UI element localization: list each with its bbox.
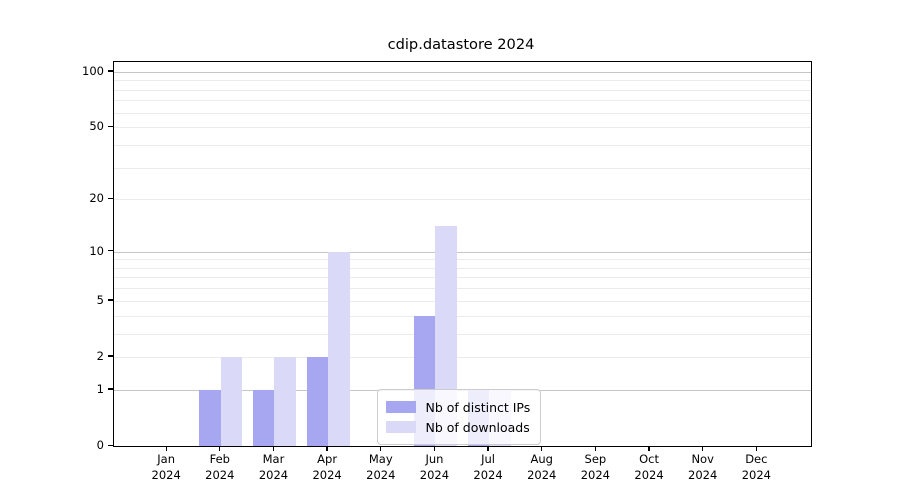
x-tick-label-apr: Apr 2024: [312, 452, 342, 482]
y-tick-mark-10: [108, 250, 113, 252]
gridline-minor: [113, 127, 811, 129]
gridline-minor: [113, 277, 811, 279]
gridline-minor: [113, 356, 811, 358]
gridline-minor: [113, 144, 811, 146]
plot-area: Nb of distinct IPs Nb of downloads: [112, 61, 812, 447]
y-tick-mark-1: [108, 388, 113, 390]
gridline-minor: [113, 259, 811, 261]
x-tick-label-feb: Feb 2024: [205, 452, 235, 482]
y-tick-label-5: 5: [96, 292, 104, 307]
bar-nb-of-distinct-ips-mar: [253, 389, 275, 446]
y-tick-mark-100: [108, 70, 113, 72]
chart-title: cdip.datastore 2024: [387, 36, 535, 53]
x-tick-mark-mar: [272, 446, 275, 451]
legend-swatch-distinct-ips-icon: [385, 401, 416, 413]
gridline-major: [113, 71, 811, 73]
gridline-minor: [113, 80, 811, 82]
y-tick-mark-5: [108, 299, 113, 301]
legend-entry-downloads: Nb of downloads: [385, 418, 531, 436]
x-tick-mark-apr: [326, 446, 328, 451]
x-tick-mark-dec: [755, 446, 757, 451]
x-tick-mark-feb: [219, 446, 221, 451]
x-tick-label-dec: Dec 2024: [741, 452, 771, 482]
legend-swatch-downloads-icon: [385, 421, 416, 433]
gridline-minor: [113, 315, 811, 317]
x-tick-mark-jun: [433, 446, 436, 451]
x-tick-label-jun: Jun 2024: [419, 452, 450, 482]
gridline-major: [113, 251, 811, 253]
legend: Nb of distinct IPs Nb of downloads: [376, 389, 542, 445]
legend-label-downloads: Nb of downloads: [425, 419, 530, 435]
y-tick-mark-50: [108, 125, 113, 127]
gridline-minor: [113, 89, 811, 91]
y-tick-label-10: 10: [89, 243, 104, 258]
x-tick-label-nov: Nov 2024: [688, 452, 718, 482]
x-tick-mark-oct: [648, 446, 650, 451]
y-tick-label-20: 20: [89, 191, 104, 206]
x-tick-mark-sep: [594, 446, 597, 451]
x-tick-mark-aug: [541, 446, 543, 451]
gridline-minor: [113, 267, 811, 269]
bar-nb-of-distinct-ips-feb: [199, 389, 221, 446]
gridline-minor: [113, 288, 811, 290]
legend-label-distinct-ips: Nb of distinct IPs: [425, 399, 531, 415]
x-tick-label-mar: Mar 2024: [258, 452, 289, 482]
y-tick-label-0: 0: [96, 438, 104, 452]
x-tick-label-jan: Jan 2024: [151, 452, 181, 482]
gridline-minor: [113, 167, 811, 169]
legend-entry-distinct-ips: Nb of distinct IPs: [385, 398, 531, 416]
x-tick-mark-jul: [487, 446, 489, 451]
bar-nb-of-downloads-apr: [328, 251, 350, 446]
x-tick-mark-may: [380, 446, 382, 451]
y-tick-mark-20: [108, 197, 113, 199]
y-tick-mark-2: [108, 355, 113, 357]
gridline-minor: [113, 112, 811, 114]
y-tick-mark-0: [108, 444, 113, 446]
bar-nb-of-downloads-mar: [274, 356, 296, 446]
gridline-minor: [113, 300, 811, 302]
x-tick-label-oct: Oct 2024: [634, 452, 664, 482]
gridline-minor: [113, 333, 811, 335]
x-tick-mark-jan: [165, 446, 167, 451]
y-tick-label-100: 100: [82, 63, 104, 78]
y-tick-label-1: 1: [96, 381, 104, 396]
x-tick-label-may: May 2024: [366, 452, 396, 482]
gridline-minor: [113, 100, 811, 102]
y-tick-label-50: 50: [89, 119, 104, 134]
x-tick-mark-nov: [702, 446, 704, 451]
bar-nb-of-downloads-feb: [220, 356, 243, 446]
y-tick-label-2: 2: [96, 348, 104, 363]
gridline-minor: [113, 199, 811, 201]
x-tick-label-aug: Aug 2024: [527, 452, 557, 482]
bar-nb-of-distinct-ips-apr: [306, 356, 329, 446]
x-tick-label-sep: Sep 2024: [580, 452, 611, 482]
x-tick-label-jul: Jul 2024: [473, 452, 503, 482]
